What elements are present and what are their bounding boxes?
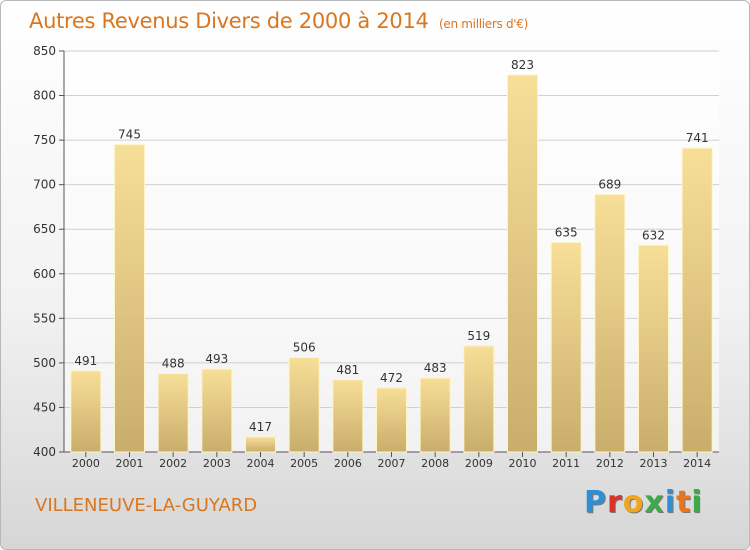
data-label: 519 (467, 329, 490, 343)
y-tick-label: 400 (33, 445, 56, 459)
brand-letter: o (622, 485, 645, 520)
y-tick-label: 700 (33, 178, 56, 192)
data-label: 472 (380, 371, 403, 385)
brand-letter: r (607, 485, 623, 520)
location-label: VILLENEUVE-LA-GUYARD (35, 495, 258, 516)
x-tick-label: 2007 (378, 457, 406, 470)
bar (332, 379, 364, 453)
x-tick-label: 2006 (334, 457, 362, 470)
bar (419, 377, 451, 453)
data-label: 823 (511, 58, 534, 72)
data-label: 632 (642, 228, 665, 242)
brand-logo: Proxiti (584, 485, 703, 520)
data-label: 689 (598, 177, 621, 191)
data-label: 741 (686, 131, 709, 145)
x-tick-label: 2014 (683, 457, 711, 470)
bar (507, 74, 538, 453)
bar (376, 387, 407, 453)
data-label: 488 (162, 357, 185, 371)
x-tick-label: 2003 (203, 457, 231, 470)
brand-letter: x (644, 485, 665, 520)
bar (70, 370, 102, 453)
bar (463, 345, 495, 453)
bar (288, 357, 320, 453)
bar (201, 368, 233, 453)
title-subtitle: (en milliers d'€) (439, 17, 529, 31)
y-tick-label: 500 (33, 356, 56, 370)
x-tick-label: 2011 (552, 457, 580, 470)
data-label: 745 (118, 128, 141, 142)
x-tick-label: 2008 (421, 457, 449, 470)
y-tick-label: 650 (33, 222, 56, 236)
y-tick-label: 750 (33, 133, 56, 147)
y-tick-label: 450 (33, 400, 56, 414)
y-tick-label: 850 (33, 44, 56, 58)
x-tick-label: 2005 (290, 457, 318, 470)
data-label: 635 (555, 226, 578, 240)
bar (245, 436, 276, 453)
bar (594, 193, 626, 453)
y-tick-label: 550 (33, 311, 56, 325)
data-label: 491 (74, 354, 97, 368)
x-tick-label: 2004 (247, 457, 275, 470)
data-label: 481 (336, 363, 359, 377)
bar (157, 373, 189, 453)
x-tick-label: 2013 (640, 457, 668, 470)
bar (550, 242, 582, 453)
x-tick-label: 2000 (72, 457, 100, 470)
chart-title: Autres Revenus Divers de 2000 à 2014 (en… (29, 9, 528, 33)
data-label: 506 (293, 341, 316, 355)
x-tick-label: 2009 (465, 457, 493, 470)
data-label: 417 (249, 420, 272, 434)
brand-letter: i (664, 485, 677, 520)
brand-letter: t (676, 485, 692, 520)
y-tick-label: 600 (33, 267, 56, 281)
x-tick-label: 2002 (159, 457, 187, 470)
data-label: 483 (424, 361, 447, 375)
y-tick-label: 800 (33, 89, 56, 103)
bar (114, 144, 145, 453)
x-tick-label: 2012 (596, 457, 624, 470)
x-tick-label: 2001 (116, 457, 144, 470)
title-text: Autres Revenus Divers de 2000 à 2014 (29, 9, 429, 33)
brand-letter: P (584, 485, 607, 520)
data-label: 493 (205, 352, 228, 366)
x-tick-label: 2010 (509, 457, 537, 470)
bar (638, 244, 669, 453)
brand-letter: i (691, 485, 703, 520)
bar (681, 147, 713, 453)
